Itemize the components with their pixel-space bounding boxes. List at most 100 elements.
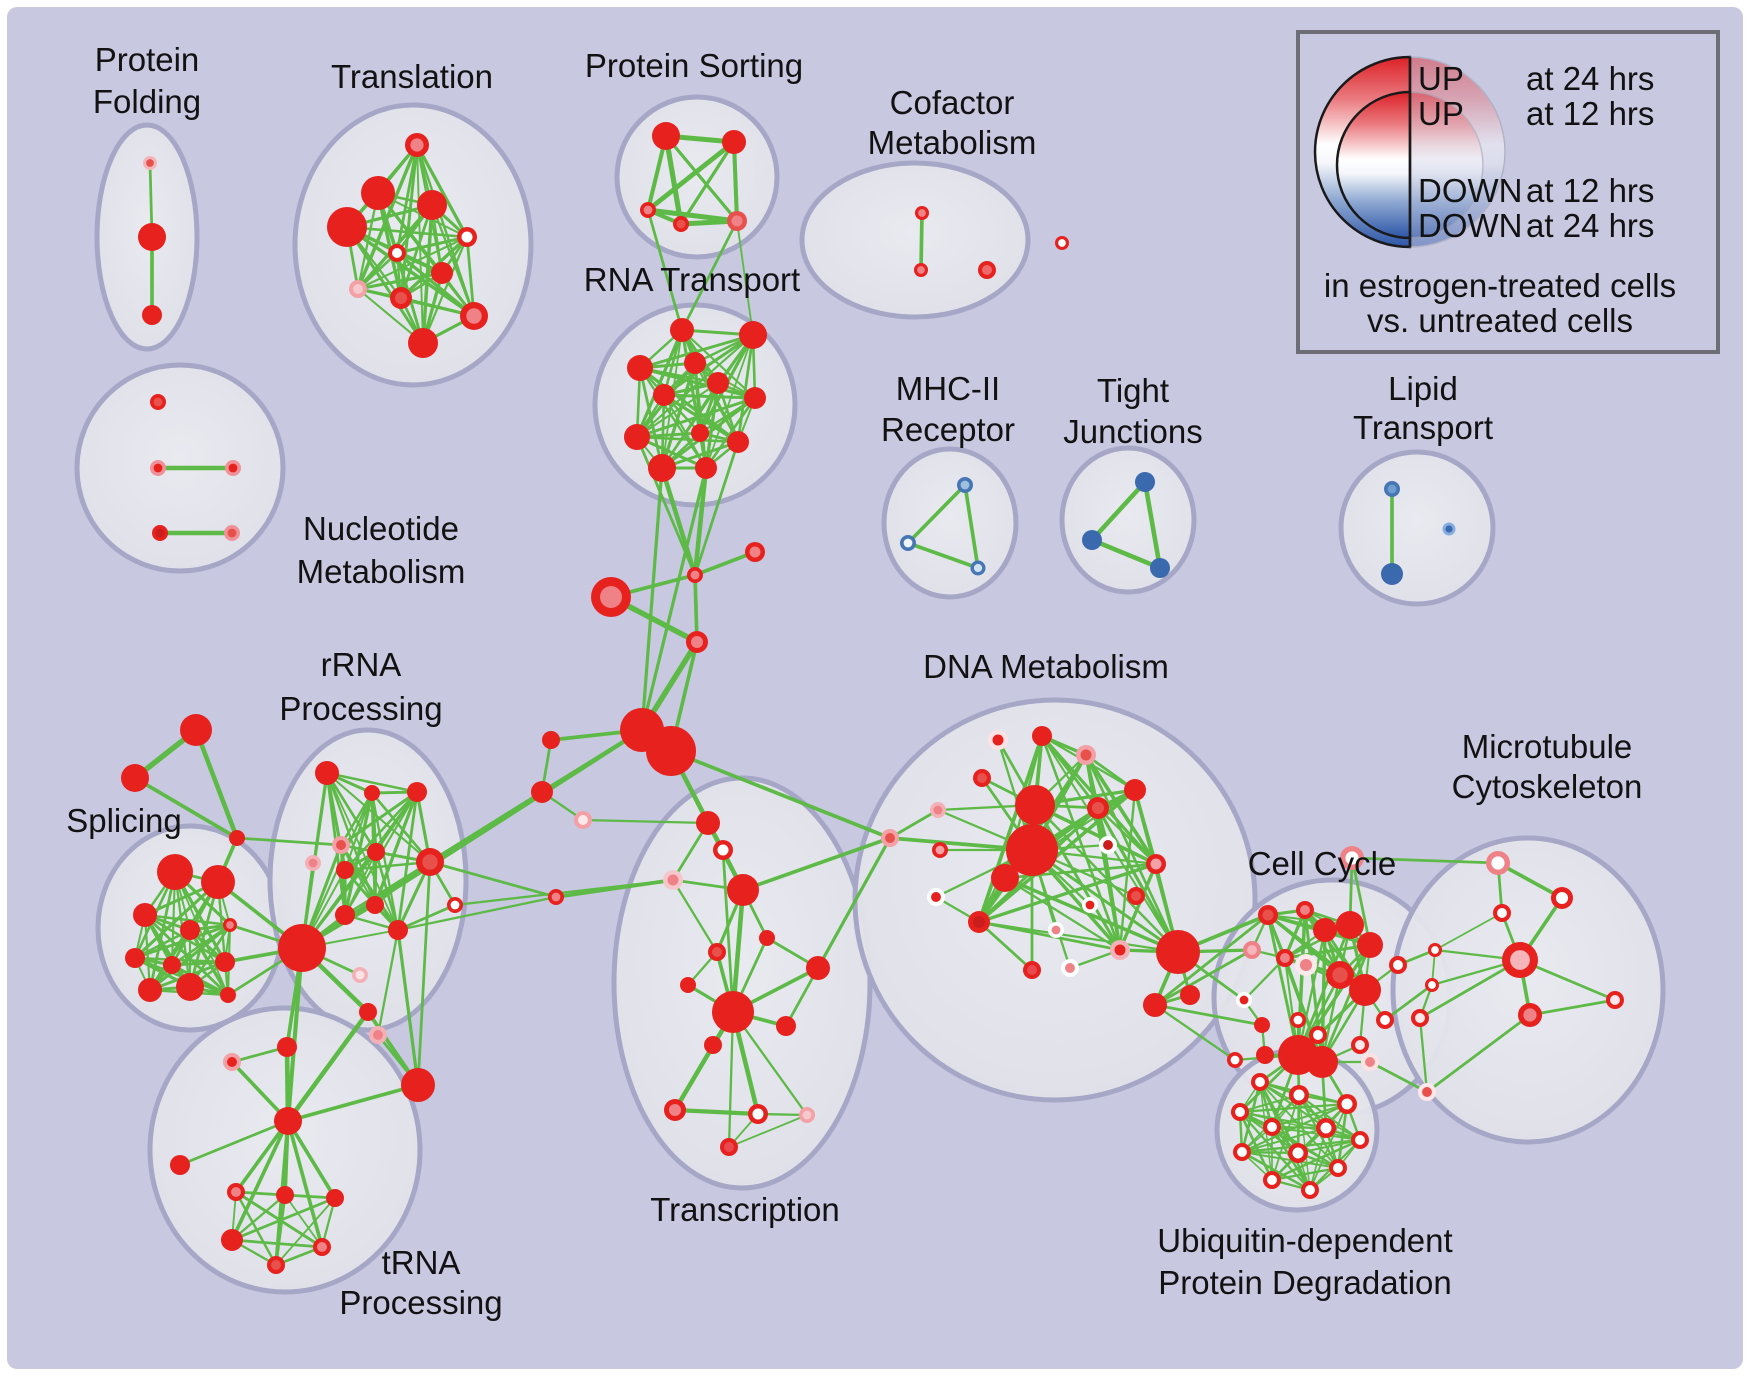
node-ub7[interactable]	[1351, 1131, 1369, 1149]
node-cc18[interactable]	[1306, 1046, 1338, 1078]
node-rt1[interactable]	[670, 318, 694, 342]
node-sp4[interactable]	[180, 920, 200, 940]
node-nm1[interactable]	[150, 394, 166, 410]
node-dm8[interactable]	[1015, 785, 1055, 825]
node-cf1[interactable]	[915, 206, 929, 220]
node-tl3[interactable]	[327, 207, 367, 247]
node-st1[interactable]	[180, 714, 212, 746]
node-mt11[interactable]	[1361, 1053, 1379, 1071]
node-ps5[interactable]	[673, 216, 689, 232]
node-cc8[interactable]	[1295, 954, 1317, 976]
node-cc16[interactable]	[1256, 1046, 1274, 1064]
node-cf3[interactable]	[978, 261, 996, 279]
node-ub11[interactable]	[1263, 1171, 1281, 1189]
node-tb1[interactable]	[223, 1053, 241, 1071]
node-dm7[interactable]	[1124, 779, 1146, 801]
node-pf1[interactable]	[143, 156, 157, 170]
node-rr7[interactable]	[367, 843, 385, 861]
node-rr10[interactable]	[335, 905, 355, 925]
node-rr5[interactable]	[305, 855, 321, 871]
node-tb3[interactable]	[401, 1068, 435, 1102]
node-lt2[interactable]	[1381, 563, 1403, 585]
node-mt3[interactable]	[1493, 904, 1511, 922]
node-j2[interactable]	[745, 542, 765, 562]
node-dm2[interactable]	[1032, 726, 1052, 746]
node-dm12[interactable]	[927, 888, 945, 906]
node-tl1[interactable]	[405, 133, 429, 157]
node-rr2[interactable]	[364, 785, 380, 801]
node-tc3[interactable]	[663, 870, 683, 890]
node-cc19[interactable]	[1351, 1036, 1369, 1054]
node-j1[interactable]	[687, 567, 703, 583]
node-rr8[interactable]	[416, 848, 444, 876]
node-dm22[interactable]	[1156, 930, 1200, 974]
node-ub1[interactable]	[1251, 1073, 1269, 1091]
node-sp9[interactable]	[138, 978, 162, 1002]
node-mt4[interactable]	[1502, 942, 1538, 978]
node-dm11[interactable]	[932, 842, 948, 858]
node-dm18[interactable]	[1048, 922, 1064, 938]
node-st2[interactable]	[121, 764, 149, 792]
node-ub2[interactable]	[1289, 1085, 1309, 1105]
node-ps2[interactable]	[722, 130, 746, 154]
node-sp3[interactable]	[133, 903, 157, 927]
node-pf2[interactable]	[138, 223, 166, 251]
node-l2[interactable]	[531, 781, 553, 803]
node-lt1[interactable]	[1384, 481, 1400, 497]
node-rt3[interactable]	[627, 355, 653, 381]
node-rr6[interactable]	[336, 861, 354, 879]
node-mt1[interactable]	[1486, 851, 1510, 875]
node-dm4[interactable]	[973, 769, 991, 787]
node-rt12[interactable]	[695, 457, 717, 479]
node-cf2[interactable]	[914, 263, 928, 277]
node-sp11[interactable]	[220, 987, 236, 1003]
node-rt11[interactable]	[648, 454, 676, 482]
node-rr15[interactable]	[447, 897, 463, 913]
node-tc9[interactable]	[712, 991, 754, 1033]
node-cc12[interactable]	[1254, 1017, 1270, 1033]
node-l3[interactable]	[574, 811, 592, 829]
node-dm23[interactable]	[1180, 985, 1200, 1005]
node-mt6[interactable]	[1425, 978, 1439, 992]
node-dm13[interactable]	[968, 911, 990, 933]
node-cc3[interactable]	[1313, 918, 1337, 942]
node-tl5[interactable]	[457, 227, 477, 247]
node-tl4[interactable]	[417, 190, 447, 220]
node-sp5[interactable]	[223, 918, 237, 932]
node-dm15[interactable]	[1146, 854, 1166, 874]
node-nm4[interactable]	[152, 525, 168, 541]
node-tn4[interactable]	[221, 1229, 243, 1251]
node-cc15[interactable]	[1227, 1052, 1243, 1068]
node-rt9[interactable]	[691, 424, 709, 442]
node-tl7[interactable]	[431, 262, 453, 284]
node-dm5[interactable]	[930, 802, 946, 818]
node-dm19[interactable]	[1023, 961, 1041, 979]
node-j4[interactable]	[686, 631, 708, 653]
node-mh1[interactable]	[957, 477, 973, 493]
node-tc4[interactable]	[727, 874, 759, 906]
node-tj1[interactable]	[1135, 472, 1155, 492]
node-tl9[interactable]	[390, 287, 412, 309]
node-tc5[interactable]	[759, 930, 775, 946]
node-sp1[interactable]	[157, 854, 193, 890]
node-mh3[interactable]	[970, 560, 986, 576]
node-cc14[interactable]	[1309, 1026, 1327, 1044]
node-dm3[interactable]	[1076, 745, 1096, 765]
node-tl6[interactable]	[388, 244, 406, 262]
node-rr4[interactable]	[332, 836, 350, 854]
node-tj2[interactable]	[1082, 530, 1102, 550]
node-tl11[interactable]	[408, 328, 438, 358]
node-mt2[interactable]	[1551, 887, 1573, 909]
node-tn3[interactable]	[326, 1189, 344, 1207]
node-tl8[interactable]	[349, 280, 367, 298]
node-ub4[interactable]	[1231, 1103, 1249, 1121]
node-j3[interactable]	[591, 577, 631, 617]
node-tc10[interactable]	[776, 1016, 796, 1036]
node-sw1[interactable]	[548, 889, 564, 905]
node-tc7[interactable]	[680, 977, 696, 993]
node-cc11[interactable]	[1236, 992, 1252, 1008]
node-pf3[interactable]	[142, 305, 162, 325]
node-mt8[interactable]	[1518, 1003, 1542, 1027]
node-cc10[interactable]	[1349, 974, 1381, 1006]
node-dm20[interactable]	[1061, 959, 1079, 977]
